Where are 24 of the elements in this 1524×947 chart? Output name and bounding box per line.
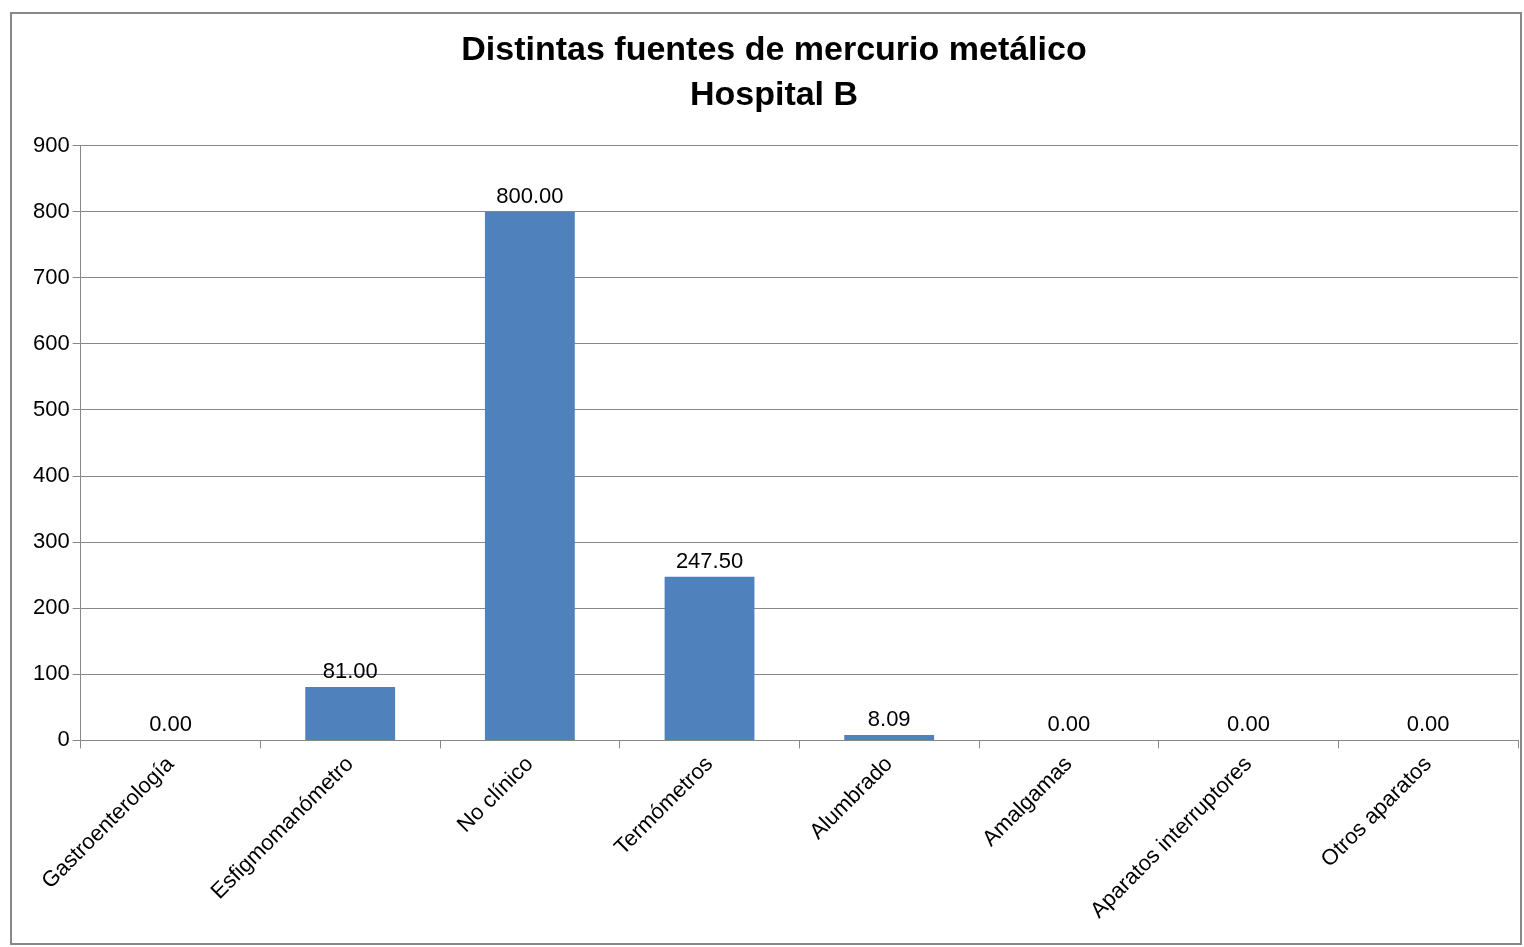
y-tick-label: 900 <box>32 131 70 157</box>
chart-title: Distintas fuentes de mercurio metálico <box>461 28 1087 67</box>
data-label: 0.00 <box>1047 711 1091 737</box>
data-label: 0.00 <box>149 711 192 737</box>
y-tick-label: 200 <box>32 594 70 620</box>
bar <box>664 576 755 740</box>
bar <box>844 735 935 740</box>
y-tick-label: 800 <box>32 197 70 223</box>
y-tick-label: 100 <box>32 660 70 686</box>
chart-subtitle: Hospital B <box>689 73 859 112</box>
y-tick-label: 400 <box>32 462 70 488</box>
data-label: 8.09 <box>867 706 911 732</box>
data-label: 0.00 <box>1406 711 1450 737</box>
y-tick-label: 700 <box>32 263 70 289</box>
bar <box>484 211 575 740</box>
y-tick-label: 0 <box>57 726 70 752</box>
bar <box>305 686 396 740</box>
data-label: 247.50 <box>675 547 744 573</box>
y-tick-label: 300 <box>32 528 70 554</box>
data-label: 81.00 <box>322 657 378 683</box>
data-label: 800.00 <box>496 182 564 208</box>
y-tick-label: 500 <box>32 396 70 422</box>
y-tick-label: 600 <box>32 329 70 355</box>
data-label: 0.00 <box>1227 711 1270 737</box>
